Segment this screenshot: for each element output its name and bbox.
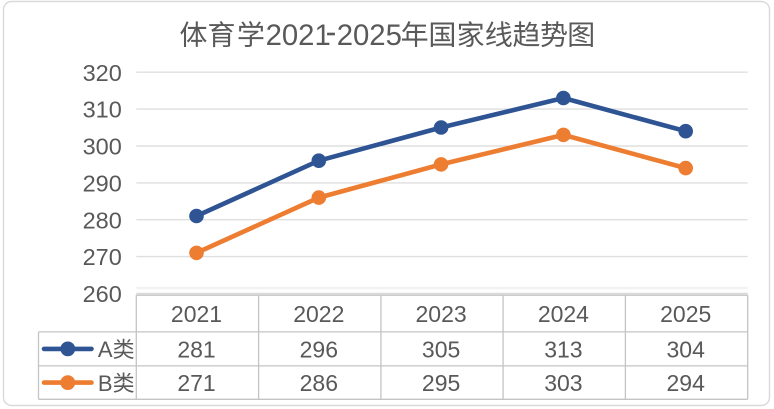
svg-text:290: 290 [83, 171, 122, 197]
svg-text:2021: 2021 [171, 301, 222, 327]
svg-text:313: 313 [544, 336, 582, 362]
svg-text:310: 310 [83, 97, 122, 123]
svg-text:2025: 2025 [660, 301, 711, 327]
svg-text:295: 295 [422, 370, 460, 396]
svg-text:2021: 2021 [266, 19, 331, 52]
svg-text:281: 281 [177, 336, 215, 362]
svg-text:2023: 2023 [416, 301, 467, 327]
svg-text:260: 260 [83, 281, 122, 307]
svg-text:296: 296 [300, 336, 338, 362]
svg-text:280: 280 [83, 207, 122, 233]
svg-text:304: 304 [667, 336, 706, 362]
svg-text:2025: 2025 [337, 19, 402, 52]
svg-text:303: 303 [544, 370, 582, 396]
svg-text:270: 270 [83, 244, 122, 270]
svg-text:2022: 2022 [293, 301, 344, 327]
svg-text:294: 294 [667, 370, 706, 396]
svg-text:271: 271 [177, 370, 215, 396]
svg-text:2024: 2024 [538, 301, 589, 327]
svg-text:305: 305 [422, 336, 460, 362]
svg-text:286: 286 [300, 370, 338, 396]
svg-text:B: B [98, 371, 113, 396]
svg-text:300: 300 [83, 134, 122, 160]
svg-text:A: A [98, 337, 113, 362]
svg-text:320: 320 [83, 60, 122, 86]
